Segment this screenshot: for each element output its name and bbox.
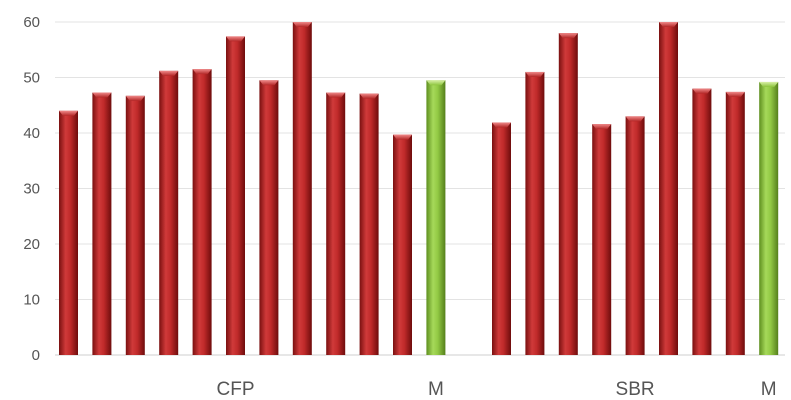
bar-body — [725, 91, 745, 356]
x-category-label: SBR — [616, 379, 655, 400]
bar-cap — [292, 22, 312, 27]
bar-cap — [125, 95, 145, 101]
bar-body — [659, 22, 678, 355]
y-tick-label: 0 — [32, 347, 40, 364]
bar-body — [759, 81, 779, 355]
bar-cap — [59, 110, 78, 116]
bar-cap — [359, 93, 379, 99]
bar-cap — [326, 92, 346, 98]
bar-cap — [725, 91, 745, 97]
bar-body — [92, 92, 112, 356]
bar-body — [226, 36, 245, 356]
bar — [259, 80, 279, 356]
bar — [393, 134, 412, 355]
bar-cap — [558, 33, 578, 39]
bar-body — [525, 71, 545, 355]
bar — [292, 22, 312, 355]
bar-body — [393, 134, 412, 355]
bar-body — [326, 92, 346, 356]
bars — [59, 22, 779, 356]
x-category-label: M — [428, 379, 444, 400]
bar — [692, 88, 712, 355]
bar-cap — [692, 88, 712, 94]
bar-body — [558, 33, 578, 355]
y-axis: 0 10 20 30 40 50 60 — [23, 14, 40, 364]
bar — [226, 36, 245, 356]
bar-highlight — [426, 80, 446, 356]
bar — [492, 122, 511, 355]
bar-cap — [625, 116, 645, 122]
bar-body — [426, 80, 446, 356]
bar — [592, 124, 612, 356]
bar-cap — [492, 122, 511, 128]
bar-body — [625, 116, 645, 355]
bar — [159, 70, 179, 355]
bar — [326, 92, 346, 356]
x-axis-labels: CFP M SBR M — [217, 379, 777, 400]
bar — [92, 92, 112, 356]
bar-body — [292, 22, 312, 355]
bar-body — [359, 93, 379, 355]
bar-cap — [759, 81, 779, 87]
bar-body — [259, 80, 279, 356]
bar — [192, 69, 212, 356]
y-tick-label: 40 — [23, 125, 40, 142]
bar-body — [159, 70, 179, 355]
x-category-label: M — [761, 379, 777, 400]
bar-cap — [659, 22, 678, 27]
bar-body — [192, 69, 212, 356]
bar — [659, 22, 678, 355]
bar — [558, 33, 578, 355]
bar-cap — [92, 92, 112, 98]
bar — [59, 110, 78, 355]
bar-body — [492, 122, 511, 355]
bar-cap — [592, 124, 612, 130]
bar-cap — [226, 36, 245, 42]
y-tick-label: 10 — [23, 292, 40, 309]
bar-body — [125, 95, 145, 355]
bar — [625, 116, 645, 355]
bar-cap — [393, 134, 412, 140]
bar-highlight — [759, 81, 779, 355]
bar-cap — [192, 69, 212, 75]
y-tick-label: 50 — [23, 70, 40, 87]
bar — [125, 95, 145, 355]
bar — [725, 91, 745, 356]
y-tick-label: 60 — [23, 14, 40, 31]
y-tick-label: 20 — [23, 236, 40, 253]
bar-body — [592, 124, 612, 356]
bar-body — [59, 110, 78, 355]
bar — [359, 93, 379, 355]
bar-body — [692, 88, 712, 355]
bar-cap — [426, 80, 446, 86]
x-category-label: CFP — [217, 379, 255, 400]
bar-cap — [259, 80, 279, 86]
bar — [525, 71, 545, 355]
bar-cap — [159, 70, 179, 76]
y-tick-label: 30 — [23, 181, 40, 198]
bar-cap — [525, 71, 545, 77]
